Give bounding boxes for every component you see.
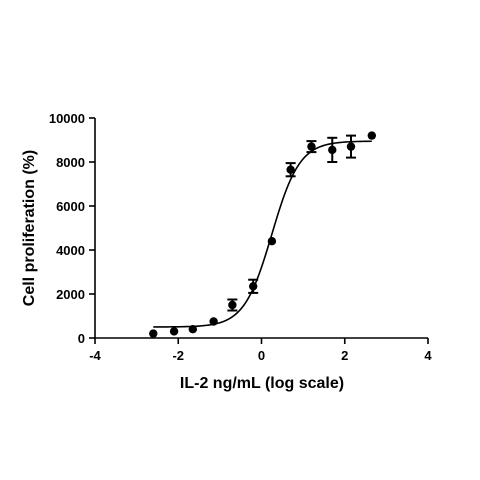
data-point <box>367 131 377 140</box>
x-tick-label: 2 <box>341 348 348 363</box>
y-tick-label: 10000 <box>49 111 85 126</box>
y-tick-label: 2000 <box>56 287 85 302</box>
x-tick-label: 0 <box>258 348 265 363</box>
x-tick-label: -4 <box>89 348 101 363</box>
data-point <box>346 142 356 151</box>
error-bars <box>227 134 356 312</box>
data-point <box>248 282 258 291</box>
x-tick-label: 4 <box>424 348 432 363</box>
y-tick-label: 4000 <box>56 243 85 258</box>
y-axis-title: Cell proliferation (%) <box>21 150 38 306</box>
x-axis-ticks: -4 -2 0 2 4 <box>89 338 432 363</box>
data-point <box>188 325 198 334</box>
data-point <box>169 327 179 336</box>
data-point <box>328 145 337 155</box>
y-tick-label: 6000 <box>56 199 85 214</box>
data-point <box>228 300 237 310</box>
data-point <box>267 237 277 246</box>
data-point <box>286 165 295 174</box>
x-axis-title: IL-2 ng/mL (log scale) <box>180 375 344 392</box>
y-axis-ticks: 0 2000 4000 6000 8000 10000 <box>49 111 95 346</box>
fit-curve <box>153 140 372 328</box>
data-points <box>149 131 377 338</box>
axes <box>94 118 428 339</box>
x-tick-label: -2 <box>172 348 184 363</box>
data-point <box>209 317 218 326</box>
y-tick-label: 0 <box>78 331 85 346</box>
data-point <box>149 329 158 338</box>
y-tick-label: 8000 <box>56 155 85 170</box>
data-point <box>307 142 316 151</box>
